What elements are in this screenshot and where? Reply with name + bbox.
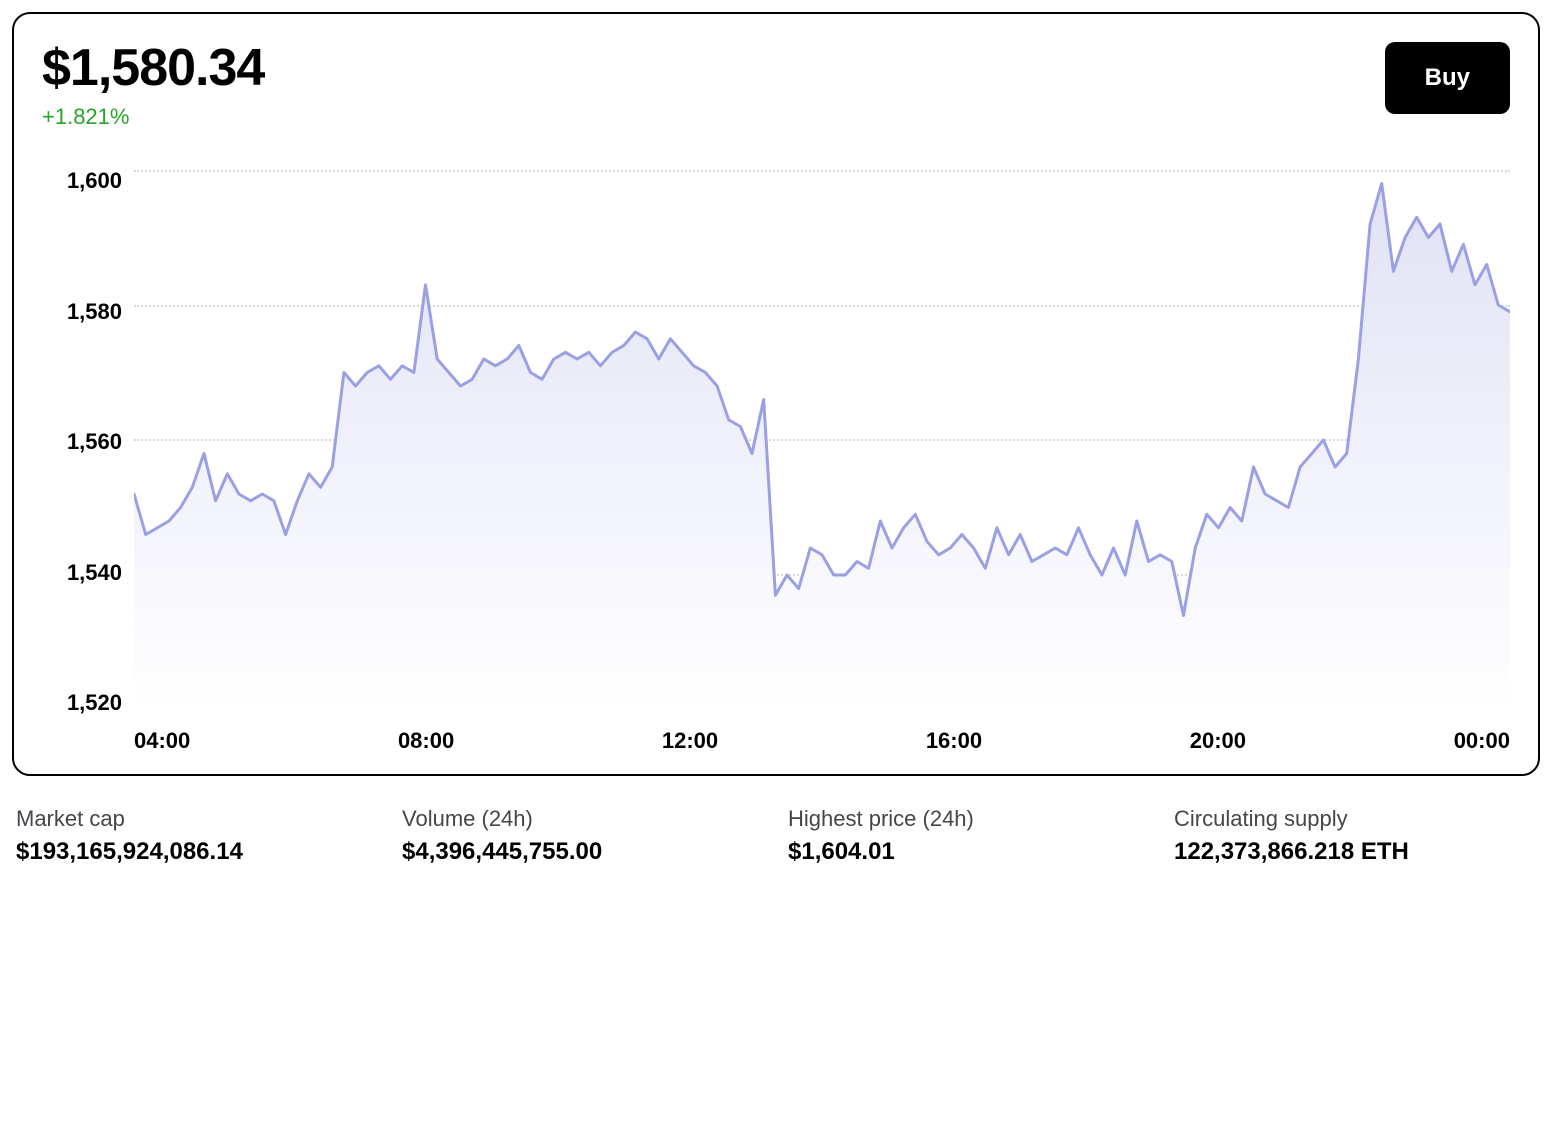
stat-label: Circulating supply xyxy=(1174,806,1536,832)
x-tick-label: 08:00 xyxy=(398,728,454,754)
y-tick-label: 1,580 xyxy=(42,301,122,323)
stat-value: $193,165,924,086.14 xyxy=(16,838,378,866)
stat-label: Market cap xyxy=(16,806,378,832)
stat-label: Volume (24h) xyxy=(402,806,764,832)
plot-area xyxy=(134,170,1510,710)
price-block: $1,580.34 +1.821% xyxy=(42,42,264,130)
current-price: $1,580.34 xyxy=(42,42,264,94)
x-tick-label: 20:00 xyxy=(1190,728,1246,754)
x-tick-label: 04:00 xyxy=(134,728,190,754)
price-chart: 1,600 1,580 1,560 1,540 1,520 04:00 08:00 12:0… xyxy=(42,170,1510,754)
stat-value: 122,373,866.218 ETH xyxy=(1174,838,1536,866)
y-tick-label: 1,560 xyxy=(42,431,122,453)
stat-label: Highest price (24h) xyxy=(788,806,1150,832)
y-axis: 1,600 1,580 1,560 1,540 1,520 xyxy=(42,170,122,714)
area-fill-path xyxy=(134,184,1510,711)
price-card: $1,580.34 +1.821% Buy 1,600 1,580 1,560 1,5… xyxy=(12,12,1540,776)
stats-row: Market cap $193,165,924,086.14 Volume (24h… xyxy=(12,806,1540,866)
buy-button[interactable]: Buy xyxy=(1385,42,1510,114)
stat-item: Volume (24h) $4,396,445,755.00 xyxy=(402,806,764,866)
stat-value: $1,604.01 xyxy=(788,838,1150,866)
stat-item: Circulating supply 122,373,866.218 ETH xyxy=(1174,806,1536,866)
x-tick-label: 12:00 xyxy=(662,728,718,754)
y-tick-label: 1,540 xyxy=(42,562,122,584)
price-change-pct: +1.821% xyxy=(42,104,264,130)
stat-item: Market cap $193,165,924,086.14 xyxy=(16,806,378,866)
card-header: $1,580.34 +1.821% Buy xyxy=(42,42,1510,130)
x-tick-label: 00:00 xyxy=(1454,728,1510,754)
stat-item: Highest price (24h) $1,604.01 xyxy=(788,806,1150,866)
y-tick-label: 1,600 xyxy=(42,170,122,192)
x-axis: 04:00 08:00 12:00 16:00 20:00 00:00 xyxy=(134,710,1510,754)
y-tick-label: 1,520 xyxy=(42,692,122,714)
area-chart-svg xyxy=(134,170,1510,710)
stat-value: $4,396,445,755.00 xyxy=(402,838,764,866)
x-tick-label: 16:00 xyxy=(926,728,982,754)
